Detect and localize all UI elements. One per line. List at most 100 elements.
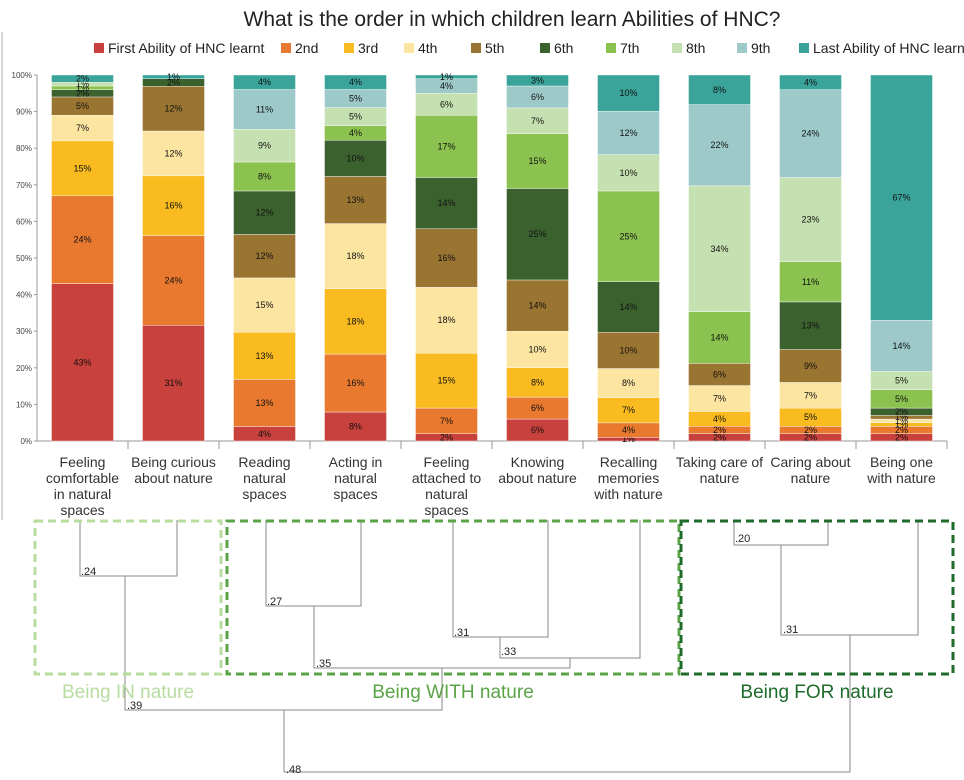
bar-segment — [233, 332, 296, 380]
dendrogram-value: .39 — [127, 700, 142, 712]
bar-segment — [597, 154, 660, 192]
segment-label: 18% — [346, 316, 364, 326]
category-label: comfortable — [46, 470, 119, 486]
legend-label: 7th — [620, 40, 639, 56]
bar-segment — [688, 311, 751, 364]
segment-label: 10% — [619, 88, 637, 98]
dendrogram-value: .24 — [81, 566, 96, 578]
segment-label: 7% — [804, 390, 817, 400]
segment-label: 1% — [167, 72, 180, 82]
legend-label: 5th — [485, 40, 504, 56]
dendrogram-value: .33 — [501, 646, 516, 658]
segment-label: 18% — [437, 315, 455, 325]
category-label: Being one — [870, 454, 933, 470]
category-label: spaces — [424, 502, 468, 518]
legend-swatch — [404, 43, 414, 53]
segment-label: 15% — [255, 300, 273, 310]
segment-label: 1% — [895, 416, 908, 426]
segment-label: 8% — [713, 85, 726, 95]
segment-label: 14% — [892, 341, 910, 351]
segment-label: 14% — [619, 302, 637, 312]
bar-segment — [142, 175, 205, 236]
category-label: spaces — [60, 502, 104, 518]
segment-label: 7% — [531, 116, 544, 126]
y-tick-label: 10% — [16, 400, 32, 409]
bar-segment — [506, 331, 569, 369]
segment-label: 23% — [801, 215, 819, 225]
bar-segment — [506, 367, 569, 398]
bar-segment — [233, 277, 296, 333]
segment-label: 2% — [895, 407, 908, 417]
segment-label: 10% — [346, 153, 364, 163]
segment-label: 15% — [528, 156, 546, 166]
bar-segment — [506, 107, 569, 134]
legend-item: 7th — [606, 40, 639, 56]
category-label: Recalling — [600, 454, 658, 470]
bar-segment — [597, 332, 660, 369]
dendrogram-value: .20 — [735, 533, 750, 545]
segment-label: 24% — [164, 275, 182, 285]
segment-label: 13% — [255, 351, 273, 361]
group-box-for — [679, 519, 955, 676]
segment-label: 4% — [349, 128, 362, 138]
dendrogram-link — [780, 520, 919, 636]
segment-label: 34% — [710, 244, 728, 254]
bar-segment — [415, 287, 478, 354]
segment-label: 4% — [804, 77, 817, 87]
bar-stack: 31% 24% 16% 12% 12% 2%1% — [142, 72, 205, 442]
dendrogram-value: .31 — [454, 627, 469, 639]
bar-segment — [233, 379, 296, 427]
segment-label: 8% — [258, 171, 271, 181]
bar-segment — [688, 74, 751, 105]
legend-item: 9th — [737, 40, 770, 56]
bar-segment — [142, 86, 205, 132]
dendrogram-value: .27 — [267, 596, 282, 608]
segment-label: 6% — [440, 99, 453, 109]
segment-label: 14% — [710, 332, 728, 342]
legend-label: First Ability of HNC learnt — [108, 40, 264, 56]
legend-swatch — [540, 43, 550, 53]
dendrogram-link — [265, 520, 362, 607]
y-tick-label: 100% — [12, 71, 32, 80]
legend-label: 9th — [751, 40, 770, 56]
segment-label: 9% — [258, 141, 271, 151]
bar-stack: 2%2% 5% 7% 9% 13% 11% 23% 24% 4% — [779, 74, 842, 442]
segment-label: 16% — [437, 253, 455, 263]
segment-label: 1% — [76, 79, 89, 89]
segment-label: 8% — [531, 377, 544, 387]
segment-label: 12% — [255, 208, 273, 218]
segment-label: 25% — [619, 231, 637, 241]
segment-label: 10% — [619, 168, 637, 178]
category-label: Reading — [238, 454, 290, 470]
segment-label: 1% — [440, 72, 453, 82]
segment-label: 24% — [801, 129, 819, 139]
category-label: natural — [334, 470, 377, 486]
bar-stack: 43% 24% 15% 7% 5% 2%1%1%2% — [51, 74, 114, 442]
segment-label: 1% — [622, 434, 635, 444]
bar-segment — [51, 140, 114, 196]
legend-swatch — [344, 43, 354, 53]
segment-label: 6% — [531, 403, 544, 413]
legend-item: 6th — [540, 40, 573, 56]
bar-segment — [506, 133, 569, 189]
segment-label: 2% — [804, 432, 817, 442]
bar-segment — [142, 74, 205, 79]
bar-segment — [597, 397, 660, 424]
segment-label: 31% — [164, 378, 182, 388]
bar-stack: 4% 13% 13% 15% 12% 12% 8% 9% 11% 4% — [233, 74, 296, 442]
bar-segment — [597, 190, 660, 282]
bar-segment — [233, 190, 296, 235]
segment-label: 1% — [895, 420, 908, 430]
bar-segment — [779, 301, 842, 350]
bar-segment — [688, 385, 751, 412]
segment-label: 13% — [346, 195, 364, 205]
category-label: attached to — [412, 470, 481, 486]
bar-stack: 8% 16% 18% 18% 13% 10% 4% 5% 5% 4% — [324, 74, 387, 442]
segment-label: 5% — [349, 112, 362, 122]
bar-segment — [779, 349, 842, 383]
bar-segment — [597, 281, 660, 333]
segment-label: 2% — [76, 74, 89, 84]
category-label: natural — [425, 486, 468, 502]
category-label: spaces — [242, 486, 286, 502]
bar-segment — [870, 320, 933, 372]
